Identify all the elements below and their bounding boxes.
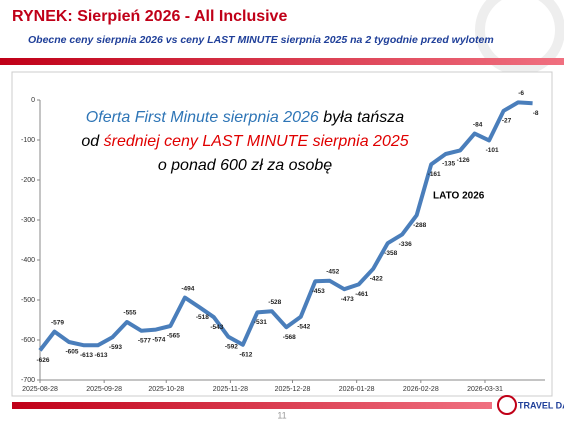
page-number: 11 — [277, 410, 286, 420]
y-tick-label: -600 — [21, 337, 35, 344]
footer-bar — [12, 402, 492, 409]
data-label: -543 — [210, 324, 223, 331]
data-label: -27 — [502, 118, 512, 125]
y-tick-label: -400 — [21, 257, 35, 264]
data-label: -528 — [268, 299, 281, 306]
annotation-text: średniej ceny LAST MINUTE sierpnia 2025 — [104, 133, 409, 150]
x-tick-label: 2026-02-28 — [403, 386, 439, 393]
data-label: -565 — [167, 333, 180, 340]
data-label: -605 — [65, 349, 78, 356]
data-label: -358 — [384, 250, 397, 257]
annotation: LATO 2026 — [433, 191, 485, 202]
data-label: -461 — [355, 291, 368, 298]
data-label: -336 — [399, 241, 412, 248]
data-label: -626 — [36, 357, 49, 364]
annotation-line: od średniej ceny LAST MINUTE sierpnia 20… — [81, 133, 408, 150]
logo-icon — [497, 395, 517, 415]
header-bar — [0, 58, 564, 65]
data-label: -8 — [533, 110, 539, 117]
x-tick-label: 2025-10-28 — [148, 386, 184, 393]
subtitle: Obecne ceny sierpnia 2026 vs ceny LAST M… — [28, 34, 494, 46]
y-tick-label: -200 — [21, 177, 35, 184]
y-tick-label: 0 — [31, 97, 35, 104]
data-label: -422 — [370, 276, 383, 283]
annotation-text: była tańsza — [319, 109, 404, 126]
data-label: -473 — [341, 296, 354, 303]
data-label: -452 — [326, 269, 339, 276]
logo: TRAVEL DATA — [518, 400, 564, 410]
y-tick-label: -500 — [21, 297, 35, 304]
data-label: -568 — [283, 334, 296, 341]
annotation-text: Oferta First Minute sierpnia 2026 — [86, 109, 319, 126]
annotation-line: Oferta First Minute sierpnia 2026 była t… — [86, 109, 404, 126]
data-label: -6 — [518, 90, 524, 97]
data-label: -577 — [138, 338, 151, 345]
data-label: -579 — [51, 319, 64, 326]
x-tick-label: 2026-01-28 — [339, 386, 375, 393]
data-label: -613 — [80, 352, 93, 359]
data-label: -592 — [225, 344, 238, 351]
data-label: -126 — [457, 157, 470, 164]
data-label: -613 — [94, 352, 107, 359]
data-label: -518 — [196, 314, 209, 321]
y-tick-label: -700 — [21, 377, 35, 384]
data-label: -612 — [239, 352, 252, 359]
data-label: -161 — [428, 171, 441, 178]
data-label: -531 — [254, 319, 267, 326]
data-label: -555 — [123, 310, 136, 317]
data-label: -135 — [442, 161, 455, 168]
data-label: -453 — [312, 288, 325, 295]
data-label: -494 — [181, 285, 194, 292]
data-label: -288 — [413, 222, 426, 229]
data-label: -593 — [109, 344, 122, 351]
data-label: -542 — [297, 324, 310, 331]
decor — [475, 0, 564, 75]
annotation-text: od — [81, 133, 103, 150]
title: RYNEK: Sierpień 2026 - All Inclusive — [12, 8, 287, 25]
data-label: -101 — [486, 147, 499, 154]
data-label: -574 — [152, 336, 165, 343]
x-tick-label: 2025-08-28 — [22, 386, 58, 393]
x-tick-label: 2026-03-31 — [467, 386, 503, 393]
y-tick-label: -100 — [21, 137, 35, 144]
y-tick-label: -300 — [21, 217, 35, 224]
series-line — [38, 100, 533, 352]
x-tick-label: 2025-09-28 — [86, 386, 122, 393]
annotation-text: o ponad 600 zł za osobę — [158, 157, 332, 174]
data-label: -84 — [473, 121, 483, 128]
x-tick-label: 2025-11-28 — [213, 386, 248, 393]
x-tick-label: 2025-12-28 — [275, 386, 311, 393]
annotation-line: o ponad 600 zł za osobę — [158, 157, 332, 174]
